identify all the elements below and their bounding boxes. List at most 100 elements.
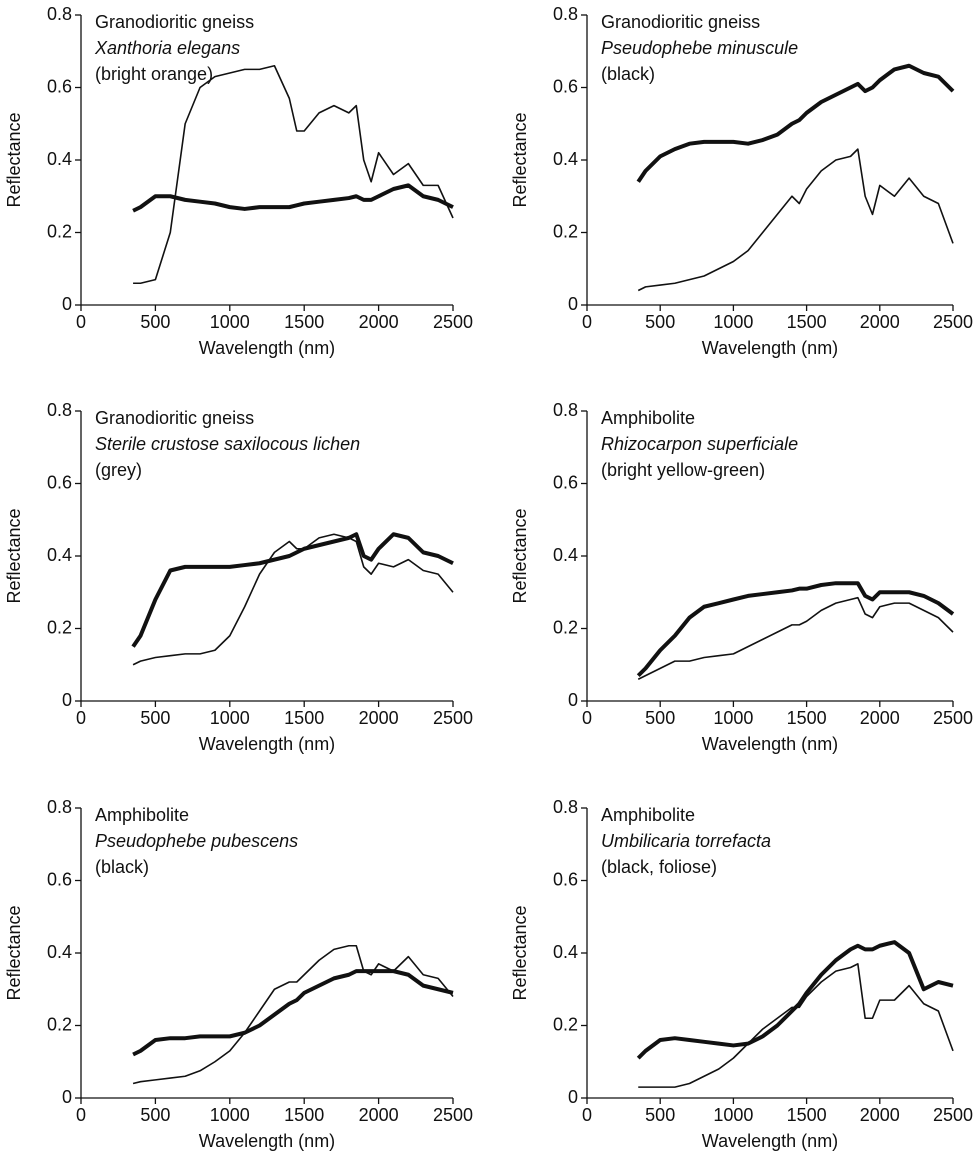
- x-axis-label: Wavelength (nm): [199, 338, 335, 358]
- y-tick-label: 0.2: [47, 1014, 72, 1034]
- y-tick-label: 0.2: [553, 1014, 578, 1034]
- y-tick-label: 0: [568, 294, 578, 314]
- annotation: Sterile crustose saxilocous lichen: [95, 434, 360, 454]
- spectrum-line: [637, 148, 954, 292]
- spectrum-line: [636, 63, 955, 183]
- annotation: (bright yellow-green): [601, 460, 765, 480]
- y-tick-label: 0.8: [47, 4, 72, 24]
- y-tick-label: 0.4: [553, 149, 578, 169]
- x-axis-label: Wavelength (nm): [199, 1131, 335, 1151]
- y-tick-label: 0.8: [47, 400, 72, 420]
- annotation: Rhizocarpon superficiale: [601, 434, 798, 454]
- y-axis-label: Reflectance: [510, 112, 530, 207]
- x-tick-label: 2500: [933, 312, 973, 332]
- y-axis-label: Reflectance: [510, 905, 530, 1000]
- panel: 0 0.2 0.4 0.6 0.8 0 500 1000 1500 2000 2500 Wavelen…: [4, 797, 473, 1151]
- x-tick-label: 1000: [713, 708, 753, 728]
- x-tick-label: 1500: [284, 312, 324, 332]
- x-tick-label: 2000: [860, 1105, 900, 1125]
- x-tick-label: 2500: [433, 708, 473, 728]
- annotation: Granodioritic gneiss: [95, 12, 254, 32]
- annotation: Xanthoria elegans: [94, 38, 240, 58]
- x-axis-label: Wavelength (nm): [199, 734, 335, 754]
- x-tick-label: 1500: [787, 1105, 827, 1125]
- y-tick-label: 0.2: [553, 221, 578, 241]
- y-axis-label: Reflectance: [4, 508, 24, 603]
- spectrum-line: [637, 596, 954, 680]
- annotation: (bright orange): [95, 64, 213, 84]
- spectrum-line: [132, 533, 454, 666]
- x-tick-label: 0: [76, 708, 86, 728]
- y-tick-label: 0: [62, 690, 72, 710]
- x-tick-label: 2000: [860, 312, 900, 332]
- y-tick-label: 0.2: [47, 617, 72, 637]
- spectrum-line: [133, 64, 454, 285]
- panel: 0 0.2 0.4 0.6 0.8 0 500 1000 1500 2000 2500 Wavelen…: [510, 4, 973, 358]
- panel: 0 0.2 0.4 0.6 0.8 0 500 1000 1500 2000 2500 Wavelen…: [4, 400, 473, 754]
- annotation: Pseudophebe minuscule: [601, 38, 798, 58]
- y-tick-label: 0.2: [553, 617, 578, 637]
- x-tick-label: 1000: [210, 1105, 250, 1125]
- annotation: (grey): [95, 460, 142, 480]
- y-axis-label: Reflectance: [4, 112, 24, 207]
- x-tick-label: 0: [582, 708, 592, 728]
- x-tick-label: 500: [645, 708, 675, 728]
- annotation: Granodioritic gneiss: [95, 408, 254, 428]
- axis-frame: [80, 15, 453, 306]
- x-tick-label: 2000: [359, 708, 399, 728]
- y-tick-label: 0: [568, 1087, 578, 1107]
- x-tick-label: 0: [76, 1105, 86, 1125]
- annotation: Granodioritic gneiss: [601, 12, 760, 32]
- panel: 0 0.2 0.4 0.6 0.8 0 500 1000 1500 2000 2500 Wavelen…: [510, 797, 973, 1151]
- y-tick-label: 0.6: [553, 869, 578, 889]
- x-axis-label: Wavelength (nm): [702, 1131, 838, 1151]
- y-tick-label: 0.6: [47, 869, 72, 889]
- y-tick-label: 0: [568, 690, 578, 710]
- spectrum-line: [132, 969, 454, 1057]
- x-tick-label: 0: [76, 312, 86, 332]
- y-tick-label: 0.6: [553, 472, 578, 492]
- x-tick-label: 1000: [210, 708, 250, 728]
- x-tick-label: 500: [645, 1105, 675, 1125]
- x-tick-label: 2500: [433, 312, 473, 332]
- spectrum-line: [132, 944, 454, 1085]
- panel: 0 0.2 0.4 0.6 0.8 0 500 1000 1500 2000 2500 Wavelen…: [510, 400, 973, 754]
- annotation: (black, foliose): [601, 857, 717, 877]
- annotation: (black): [95, 857, 149, 877]
- x-axis-label: Wavelength (nm): [702, 734, 838, 754]
- y-tick-label: 0.4: [553, 545, 578, 565]
- spectrum-line: [638, 963, 954, 1088]
- annotation: Pseudophebe pubescens: [95, 831, 298, 851]
- spectrum-line: [132, 183, 454, 213]
- y-tick-label: 0.6: [553, 76, 578, 96]
- y-axis-label: Reflectance: [510, 508, 530, 603]
- x-tick-label: 500: [140, 708, 170, 728]
- x-tick-label: 500: [140, 312, 170, 332]
- x-tick-label: 2500: [933, 708, 973, 728]
- x-tick-label: 1500: [284, 1105, 324, 1125]
- y-tick-label: 0.4: [47, 149, 72, 169]
- x-tick-label: 1000: [210, 312, 250, 332]
- spectrum-line: [636, 581, 955, 678]
- x-tick-label: 2000: [359, 1105, 399, 1125]
- y-tick-label: 0.8: [553, 797, 578, 817]
- y-tick-label: 0.8: [553, 4, 578, 24]
- annotation: Amphibolite: [601, 805, 695, 825]
- y-tick-label: 0.4: [553, 942, 578, 962]
- panel: 0 0.2 0.4 0.6 0.8 0 500 1000 1500 2000 2500 Wavelen…: [4, 4, 473, 358]
- y-tick-label: 0.2: [47, 221, 72, 241]
- axis-frame: [586, 15, 953, 306]
- y-tick-label: 0.4: [47, 545, 72, 565]
- annotation: Amphibolite: [95, 805, 189, 825]
- y-tick-label: 0.6: [47, 472, 72, 492]
- y-tick-label: 0.6: [47, 76, 72, 96]
- x-tick-label: 500: [140, 1105, 170, 1125]
- y-tick-label: 0: [62, 1087, 72, 1107]
- x-tick-label: 1500: [284, 708, 324, 728]
- spectrum-line: [131, 532, 454, 648]
- x-tick-label: 2000: [359, 312, 399, 332]
- annotation: Amphibolite: [601, 408, 695, 428]
- x-tick-label: 500: [645, 312, 675, 332]
- x-tick-label: 2000: [860, 708, 900, 728]
